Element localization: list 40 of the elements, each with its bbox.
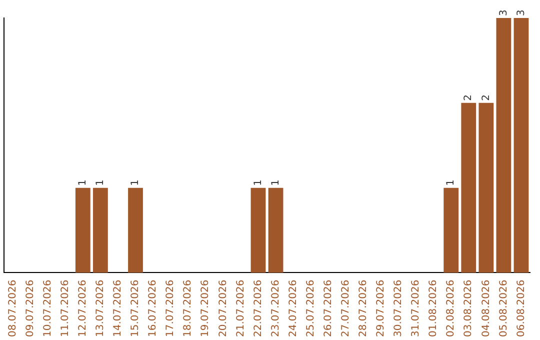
data-label: 1 bbox=[252, 179, 264, 186]
x-tick-label: 04.08.2026 bbox=[480, 280, 492, 338]
x-tick-label: 18.07.2026 bbox=[182, 280, 194, 338]
data-label: 2 bbox=[480, 94, 492, 101]
x-tick-label: 11.07.2026 bbox=[60, 280, 71, 338]
x-tick-label: 20.07.2026 bbox=[218, 280, 229, 338]
x-tick-label: 22.07.2026 bbox=[252, 280, 264, 338]
x-tick-label: 28.07.2026 bbox=[358, 280, 370, 338]
data-label: 3 bbox=[498, 10, 510, 16]
x-tick-label: 24.07.2026 bbox=[288, 280, 299, 338]
data-label: 1 bbox=[446, 179, 457, 186]
x-tick-label: 01.08.2026 bbox=[428, 280, 440, 338]
x-tick-label: 13.07.2026 bbox=[95, 280, 106, 338]
x-tick-label: 17.07.2026 bbox=[165, 280, 176, 338]
x-tick-label: 27.07.2026 bbox=[340, 280, 352, 338]
x-tick-label: 03.08.2026 bbox=[463, 280, 474, 338]
x-tick-label: 26.07.2026 bbox=[322, 280, 334, 338]
x-tick-label: 21.07.2026 bbox=[235, 280, 246, 338]
data-label: 1 bbox=[130, 179, 142, 186]
data-label: 1 bbox=[77, 179, 88, 186]
x-tick-label: 31.07.2026 bbox=[410, 280, 422, 338]
x-tick-label: 02.08.2026 bbox=[446, 280, 457, 338]
x-tick-label: 08.07.2026 bbox=[7, 280, 18, 338]
data-label: 1 bbox=[95, 179, 106, 186]
x-tick-label: 14.07.2026 bbox=[112, 280, 124, 338]
data-label: 2 bbox=[463, 94, 474, 101]
data-label: 1 bbox=[270, 179, 282, 186]
x-tick-label: 30.07.2026 bbox=[393, 280, 404, 338]
x-tick-label: 05.08.2026 bbox=[498, 280, 510, 338]
x-tick-label: 25.07.2026 bbox=[305, 280, 316, 338]
data-label: 3 bbox=[516, 10, 527, 16]
x-tick-label: 15.07.2026 bbox=[130, 280, 142, 338]
x-tick-label: 29.07.2026 bbox=[376, 280, 387, 338]
x-tick-label: 06.08.2026 bbox=[516, 280, 527, 338]
x-tick-label: 09.07.2026 bbox=[24, 280, 36, 338]
x-tick-label: 10.07.2026 bbox=[42, 280, 54, 338]
x-tick-label: 19.07.2026 bbox=[200, 280, 212, 338]
x-tick-label: 16.07.2026 bbox=[148, 280, 159, 338]
x-tick-label: 12.07.2026 bbox=[77, 280, 88, 338]
x-tick-label: 23.07.2026 bbox=[270, 280, 282, 338]
